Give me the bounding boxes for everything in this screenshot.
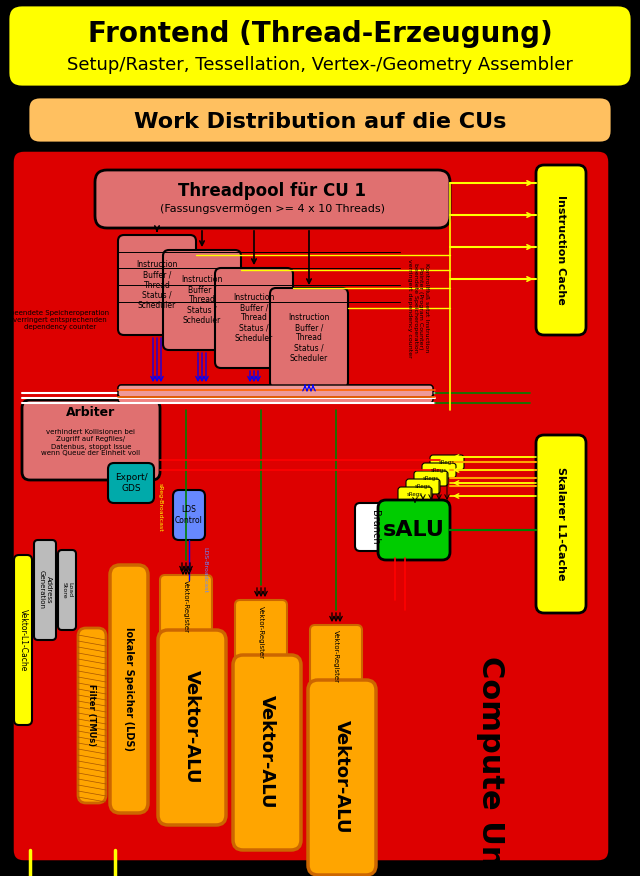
Text: Compute Unit 1: Compute Unit 1 (476, 656, 504, 876)
Text: lokaler Speicher (LDS): lokaler Speicher (LDS) (124, 627, 134, 751)
FancyBboxPatch shape (22, 400, 160, 480)
FancyBboxPatch shape (270, 288, 348, 388)
FancyBboxPatch shape (110, 565, 148, 813)
Text: Threadpool für CU 1: Threadpool für CU 1 (178, 182, 366, 200)
Text: Vektor-L1-Cache: Vektor-L1-Cache (19, 609, 28, 671)
FancyBboxPatch shape (163, 250, 241, 350)
FancyBboxPatch shape (414, 471, 448, 486)
Text: Branch: Branch (370, 510, 380, 544)
Text: Filter (TMUs): Filter (TMUs) (88, 684, 97, 746)
FancyBboxPatch shape (78, 628, 106, 803)
Text: Instruction
Buffer /
Thread
Status /
Scheduler: Instruction Buffer / Thread Status / Sch… (288, 313, 330, 364)
FancyBboxPatch shape (378, 500, 450, 560)
FancyBboxPatch shape (430, 455, 464, 470)
Text: sRegs: sRegs (439, 460, 455, 465)
Text: Instruction Cache: Instruction Cache (556, 195, 566, 305)
FancyBboxPatch shape (235, 600, 287, 665)
Text: sALU: sALU (383, 520, 445, 540)
FancyBboxPatch shape (406, 479, 440, 494)
Text: sRegs: sRegs (431, 468, 447, 473)
FancyBboxPatch shape (158, 630, 226, 825)
FancyBboxPatch shape (14, 555, 32, 725)
Text: Export/
GDS: Export/ GDS (115, 473, 147, 492)
FancyBboxPatch shape (355, 503, 395, 551)
Text: Kontrollfluß setzt Instruction
Pointer (Program Counter)
beendete Speicheroperat: Kontrollfluß setzt Instruction Pointer (… (407, 258, 429, 357)
FancyBboxPatch shape (536, 165, 586, 335)
FancyBboxPatch shape (34, 540, 56, 640)
Text: verhindert Kollisionen bei
Zugriff auf Regfiles/
Datenbus, stoppt Issue
wenn Que: verhindert Kollisionen bei Zugriff auf R… (42, 429, 141, 456)
Text: Frontend (Thread-Erzeugung): Frontend (Thread-Erzeugung) (88, 20, 552, 48)
Text: Skalarer L1-Cache: Skalarer L1-Cache (556, 467, 566, 581)
Text: (Fassungsvermögen >= 4 x 10 Threads): (Fassungsvermögen >= 4 x 10 Threads) (159, 204, 385, 214)
Text: Instruction
Buffer /
Thread
Status /
Scheduler: Instruction Buffer / Thread Status / Sch… (234, 293, 275, 343)
Text: LDS-Broadcast: LDS-Broadcast (202, 548, 207, 593)
FancyBboxPatch shape (173, 490, 205, 540)
Text: Load
Store: Load Store (61, 582, 72, 598)
FancyBboxPatch shape (308, 680, 376, 875)
Text: Vektor-Register: Vektor-Register (333, 631, 339, 683)
FancyBboxPatch shape (8, 5, 632, 87)
Text: Vektor-Register: Vektor-Register (258, 605, 264, 659)
Text: Arbiter: Arbiter (67, 406, 116, 420)
FancyBboxPatch shape (108, 463, 154, 503)
Text: sRegs: sRegs (415, 484, 431, 489)
FancyBboxPatch shape (422, 463, 456, 478)
FancyBboxPatch shape (215, 268, 293, 368)
FancyBboxPatch shape (58, 550, 76, 630)
Text: Work Distribution auf die CUs: Work Distribution auf die CUs (134, 112, 506, 132)
FancyBboxPatch shape (118, 235, 196, 335)
Text: sRegs: sRegs (407, 492, 423, 497)
Text: beendete Speicheroperation
verringert entsprechenden
dependency counter: beendete Speicheroperation verringert en… (10, 310, 109, 330)
Text: Instruction
Buffer /
Thread
Status /
Scheduler: Instruction Buffer / Thread Status / Sch… (136, 259, 178, 310)
FancyBboxPatch shape (233, 655, 301, 850)
FancyBboxPatch shape (536, 435, 586, 613)
FancyBboxPatch shape (398, 487, 432, 502)
Text: sRegs: sRegs (423, 476, 439, 481)
Text: sReg-Broadcast: sReg-Broadcast (157, 483, 163, 532)
Text: Vektor-ALU: Vektor-ALU (183, 670, 201, 784)
Text: Setup/Raster, Tessellation, Vertex-/Geometry Assembler: Setup/Raster, Tessellation, Vertex-/Geom… (67, 56, 573, 74)
FancyBboxPatch shape (28, 97, 612, 143)
Text: Instruction
Buffer /
Thread
Status /
Scheduler: Instruction Buffer / Thread Status / Sch… (181, 275, 223, 325)
Text: LDS
Control: LDS Control (175, 505, 203, 525)
FancyBboxPatch shape (160, 575, 212, 640)
FancyBboxPatch shape (12, 150, 610, 862)
Text: Address
Generation: Address Generation (38, 570, 51, 610)
FancyBboxPatch shape (310, 625, 362, 690)
Text: Vektor-ALU: Vektor-ALU (258, 696, 276, 809)
FancyBboxPatch shape (118, 385, 433, 397)
FancyBboxPatch shape (95, 170, 450, 228)
FancyBboxPatch shape (118, 385, 433, 403)
Text: Vektor-Register: Vektor-Register (183, 581, 189, 633)
Text: Vektor-ALU: Vektor-ALU (333, 720, 351, 834)
